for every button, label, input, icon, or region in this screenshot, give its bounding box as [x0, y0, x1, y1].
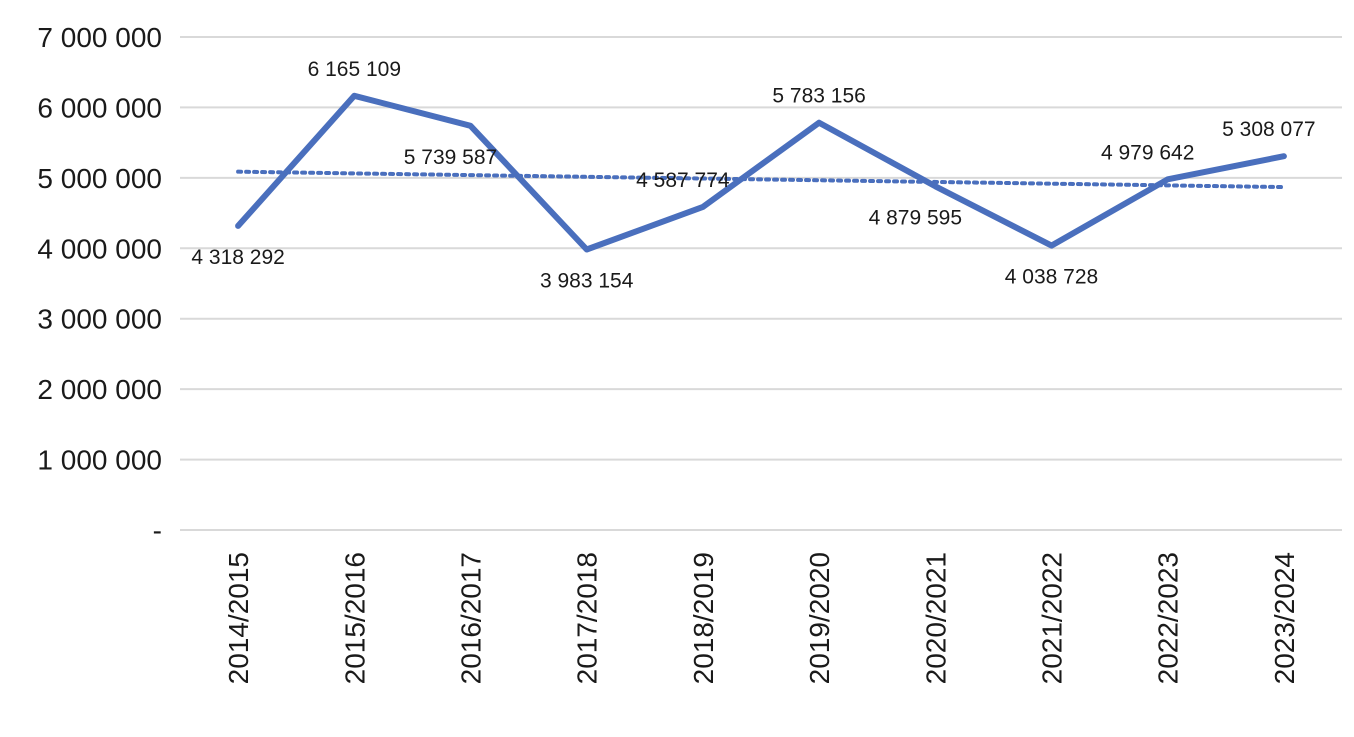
- x-tick-label: 2015/2016: [339, 552, 370, 684]
- y-tick-label: 6 000 000: [37, 92, 162, 123]
- x-tick-label: 2019/2020: [804, 552, 835, 684]
- data-label: 3 983 154: [540, 269, 634, 292]
- data-label: 5 739 587: [404, 146, 497, 169]
- data-label: 4 979 642: [1101, 141, 1194, 164]
- data-label: 5 308 077: [1222, 118, 1315, 141]
- y-tick-label: 1 000 000: [37, 445, 162, 476]
- x-tick-label: 2014/2015: [223, 552, 254, 684]
- data-label: 6 165 109: [308, 58, 401, 81]
- x-tick-label: 2016/2017: [456, 552, 487, 684]
- y-tick-label: 7 000 000: [37, 22, 162, 53]
- data-label: 4 318 292: [191, 246, 284, 269]
- x-tick-label: 2023/2024: [1269, 552, 1300, 684]
- y-tick-label: 4 000 000: [37, 233, 162, 264]
- data-label: 4 879 595: [869, 206, 962, 229]
- y-tick-label: 2 000 000: [37, 374, 162, 405]
- trendline-group: [236, 169, 1286, 190]
- data-label: 4 587 774: [636, 169, 730, 192]
- series-line: [235, 92, 1287, 253]
- x-tick-label: 2021/2022: [1037, 552, 1068, 684]
- gridlines: [180, 36, 1342, 531]
- series-group: [235, 92, 1287, 253]
- x-tick-label: 2022/2023: [1153, 552, 1184, 684]
- x-tick-label: 2017/2018: [572, 552, 603, 684]
- y-tick-label: -: [153, 515, 162, 546]
- x-tick-label: 2020/2021: [920, 552, 951, 684]
- y-axis: - 1 000 000 2 000 000 3 000 000 4 000 000 5 0…: [37, 22, 162, 546]
- y-tick-label: 3 000 000: [37, 304, 162, 335]
- x-axis: 2014/2015 2015/2016 2016/2017 2017/2018 2018…: [223, 552, 1300, 684]
- y-tick-label: 5 000 000: [37, 163, 162, 194]
- data-label: 5 783 156: [772, 85, 865, 108]
- trendline: [236, 169, 1286, 190]
- data-label: 4 038 728: [1005, 266, 1098, 289]
- x-tick-label: 2018/2019: [688, 552, 719, 684]
- data-labels: 4 318 292 6 165 109 5 739 587 3 983 154 4 58…: [191, 58, 1315, 293]
